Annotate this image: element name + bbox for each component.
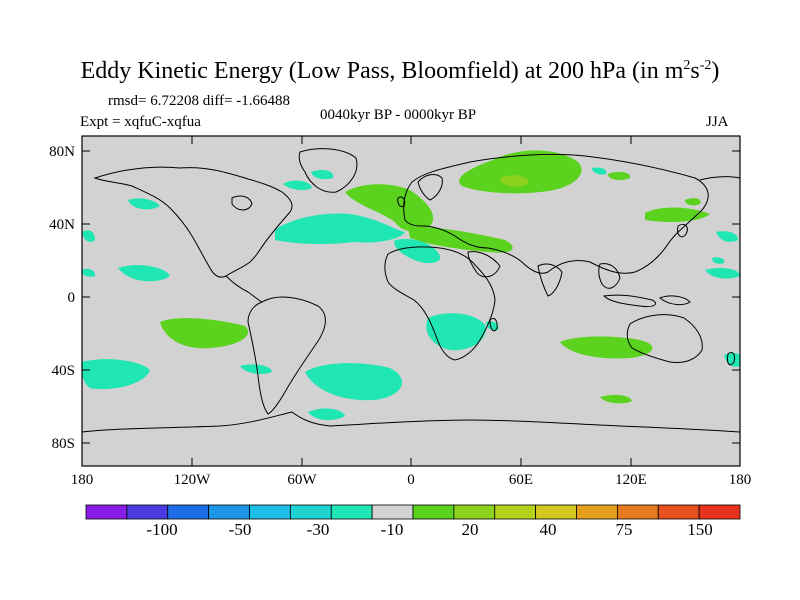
lat-label: 80S xyxy=(52,436,75,452)
coast-arabia xyxy=(467,251,501,278)
colorbar-swatch xyxy=(330,504,373,520)
colorbar-swatch xyxy=(698,504,741,520)
contour-arctic-n-america xyxy=(311,170,334,180)
lat-ticks xyxy=(82,150,740,444)
contour-north-africa xyxy=(394,238,441,264)
contour-south-pacific xyxy=(160,318,249,349)
lon-label: 60W xyxy=(287,472,317,488)
coast-india xyxy=(537,263,563,297)
lon-label: 180 xyxy=(71,472,94,488)
lon-label: 60E xyxy=(509,472,533,488)
contour-southern-africa xyxy=(426,313,486,351)
lon-label: 180 xyxy=(729,472,752,488)
contour-pacific-small xyxy=(82,268,96,277)
contour-madagascar xyxy=(486,321,499,331)
colorbar-label: -50 xyxy=(229,520,252,539)
colorbar-swatch xyxy=(371,504,414,520)
plot-title: Eddy Kinetic Energy (Low Pass, Bloomfiel… xyxy=(80,58,720,84)
coast-south-america xyxy=(247,296,326,415)
lat-label: 40S xyxy=(52,363,75,379)
colorbar-swatch xyxy=(208,504,250,520)
coast-central-america xyxy=(225,275,263,303)
contour-barents-teal xyxy=(592,167,607,175)
contour-ne-asia xyxy=(685,198,701,206)
coast-scandinavia xyxy=(417,174,443,201)
contour-nordic-blob xyxy=(608,171,631,181)
coast-japan xyxy=(677,223,688,238)
colorbar-swatch xyxy=(412,504,455,520)
lon-label: 0 xyxy=(407,472,415,488)
colorbar-label: 40 xyxy=(540,520,557,539)
colorbar-labels: -100 -50 -30 -10 20 40 75 150 xyxy=(146,520,712,539)
coast-alaska-east-siberia xyxy=(699,176,740,181)
contour-pacific-mid xyxy=(118,265,170,282)
coast-new-zealand xyxy=(727,351,735,366)
contour-south-pacific-far xyxy=(240,364,272,374)
contour-w-pacific-sub xyxy=(712,257,725,264)
contour-south-indian xyxy=(560,336,653,359)
colorbar-label: -10 xyxy=(381,520,404,539)
contour-canada xyxy=(283,180,312,191)
coast-north-america xyxy=(93,166,293,278)
colorbar-label: 150 xyxy=(687,520,713,539)
map-background xyxy=(82,136,740,466)
coast-africa xyxy=(384,246,496,361)
colorbar-swatch xyxy=(576,504,618,520)
colorbar-swatch xyxy=(289,504,332,520)
colorbar-swatch xyxy=(85,504,128,520)
lat-label: 0 xyxy=(68,290,76,306)
colorbar-swatch xyxy=(167,504,210,520)
contour-eurasia-north xyxy=(459,150,582,194)
colorbar-label: 20 xyxy=(462,520,479,539)
coast-antarctica xyxy=(82,411,740,433)
colorbar-swatch xyxy=(494,504,537,520)
lon-label: 120W xyxy=(174,472,212,488)
coast-madagascar xyxy=(489,317,498,332)
rmsd-diff-stats: rmsd= 6.72208 diff= -1.66488 xyxy=(108,93,291,109)
contour-atlantic-band xyxy=(275,213,405,245)
lon-labels: 180 120W 60W 0 60E 120E 180 xyxy=(71,472,752,488)
lat-label: 80N xyxy=(49,144,75,160)
colorbar-swatch xyxy=(249,504,291,520)
coast-new-guinea xyxy=(659,295,691,306)
coast-british-isles xyxy=(397,196,406,207)
season-label: JJA xyxy=(706,114,729,130)
contour-pacific-w xyxy=(82,230,95,242)
coast-indonesia xyxy=(602,294,656,307)
contour-nw-pacific-teal xyxy=(716,231,738,242)
colorbar-swatch xyxy=(126,504,169,520)
colorbar-label: -100 xyxy=(146,520,177,539)
coastlines xyxy=(82,148,740,433)
contour-south-indian-2 xyxy=(600,394,632,404)
colorbar-swatch xyxy=(453,504,496,520)
contour-south-atlantic xyxy=(305,363,402,401)
contour-south-pacific-e xyxy=(82,359,150,390)
contour-w-pacific-tropics xyxy=(705,268,740,279)
contour-eurasia-core xyxy=(500,175,529,187)
coast-greenland xyxy=(298,148,358,193)
lat-label: 40N xyxy=(49,217,75,233)
colorbar-label: -30 xyxy=(307,520,330,539)
coast-hudson-bay xyxy=(231,195,253,211)
coast-eurasia xyxy=(403,153,709,274)
lat-labels: 80N 40N 0 40S 80S xyxy=(49,144,75,452)
coast-australia xyxy=(626,314,703,363)
contour-antarctic-atlantic xyxy=(308,408,345,421)
contour-north-pacific-w xyxy=(128,198,160,210)
coast-se-asia xyxy=(598,263,621,289)
colorbar-swatch xyxy=(616,504,659,520)
colorbar xyxy=(85,504,741,520)
contour-europe xyxy=(345,184,434,232)
colorbar-swatch xyxy=(657,504,700,520)
lon-ticks xyxy=(81,136,741,466)
experiment-label: Expt = xqfuC-xqfua xyxy=(80,114,201,130)
colorbar-swatch xyxy=(535,504,577,520)
lon-label: 120E xyxy=(615,472,647,488)
colorbar-label: 75 xyxy=(616,520,633,539)
time-period-label: 0040kyr BP - 0000kyr BP xyxy=(320,107,477,123)
